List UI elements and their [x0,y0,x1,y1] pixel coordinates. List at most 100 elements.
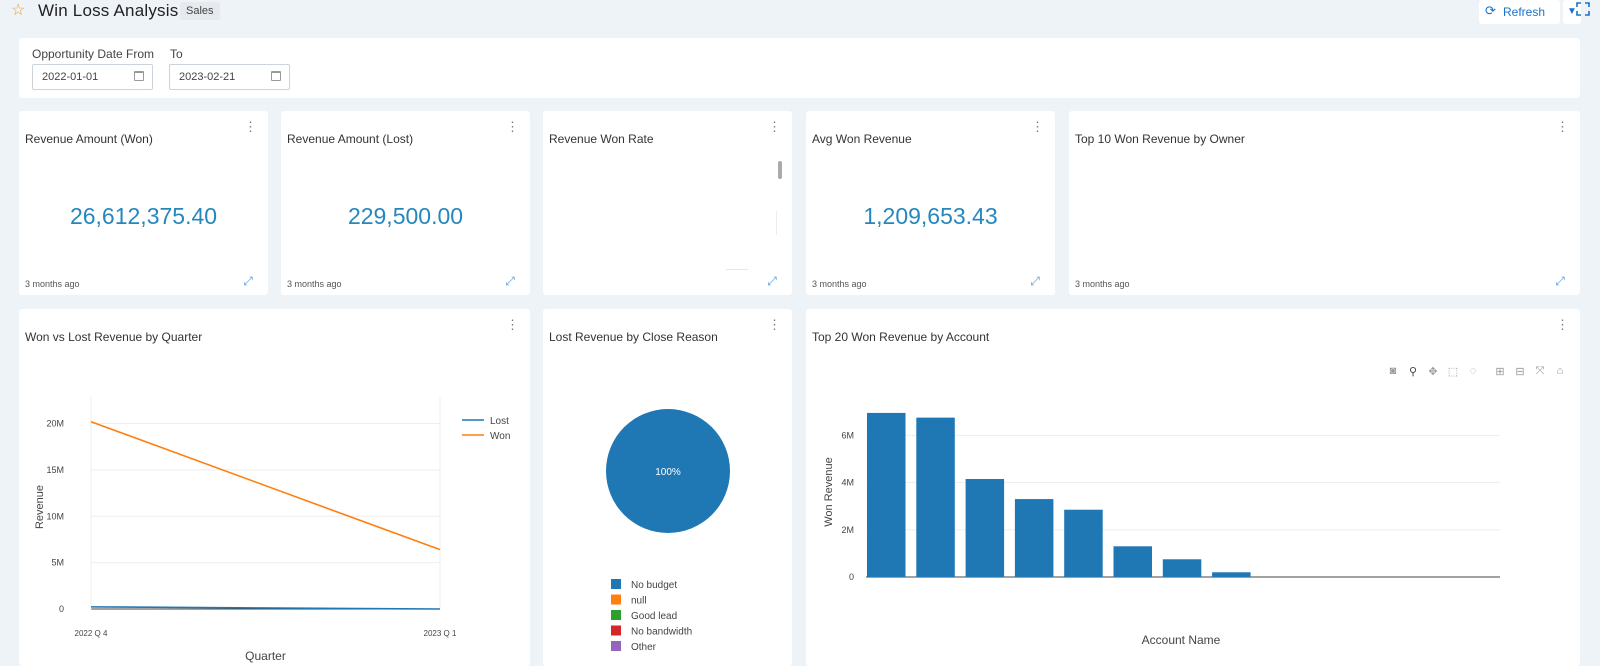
calendar-icon[interactable] [271,71,281,81]
reset-axes-icon[interactable]: ⌂ [1556,365,1564,377]
more-options-icon[interactable]: ⋮ [768,317,781,332]
line-chart[interactable]: 0 5M 10M 15M 20M 2022 Q 4 2023 Q 1 Quarter Reven… [19,309,530,666]
y-tick-label: 6M [841,430,854,440]
legend-label: No bandwidth [631,627,692,638]
legend-label: Good lead [631,611,677,622]
legend-label: Lost [490,416,509,427]
pie-chart-card: Lost Revenue by Close Reason ⋮ 100% No bu… [543,309,792,666]
y-tick-label: 0 [849,572,854,582]
bar [1014,499,1054,577]
legend-label: No budget [631,580,677,591]
legend-label: Other [631,642,657,653]
divider [776,211,777,235]
star-icon[interactable]: ☆ [11,2,26,19]
card-title: Lost Revenue by Close Reason [549,330,718,344]
y-axis-label: Won Revenue [823,457,835,527]
bar-chart[interactable]: 0 2M 4M 6M Won Revenue Account Name [806,309,1580,666]
more-options-icon[interactable]: ⋮ [244,119,257,134]
bar [1162,559,1202,577]
pan-icon[interactable]: ✥ [1428,366,1438,378]
expand-icon[interactable]: ⤢ [243,274,253,288]
scrollbar-thumb[interactable] [778,161,782,179]
refresh-label: Refresh [1503,5,1546,19]
pie-slice [606,409,730,533]
bar-chart-card: Top 20 Won Revenue by Account ⋮ ◙ ⚲ ✥ ⬚ … [806,309,1580,666]
more-options-icon[interactable]: ⋮ [1556,317,1569,332]
x-tick-label: 2023 Q 1 [424,629,457,638]
refresh-icon: ⟳ [1485,3,1496,18]
legend-swatch [611,594,621,605]
y-tick-label: 15M [46,465,64,475]
zoom-in-icon[interactable]: ⊞ [1495,366,1505,378]
date-from-value: 2022-01-01 [42,71,99,83]
expand-icon[interactable]: ⤢ [505,274,515,288]
box-select-icon[interactable]: ⬚ [1447,366,1459,378]
series-line-lost [90,606,441,610]
top-owners-card: Top 10 Won Revenue by Owner ⋮ 3 months a… [1069,111,1580,295]
legend-swatch [611,579,621,589]
last-updated: 3 months ago [25,279,80,289]
divider [726,269,748,270]
legend-swatch [611,641,621,651]
more-options-icon[interactable]: ⋮ [1556,119,1569,134]
more-options-icon[interactable]: ⋮ [506,119,519,134]
card-title: Revenue Won Rate [549,132,654,146]
category-tag[interactable]: Sales [180,2,220,20]
fullscreen-icon[interactable] [1573,2,1593,22]
date-from-input[interactable]: 2022-01-01 [32,64,153,90]
bar [965,479,1005,577]
pie-slice-label: 100% [655,467,681,478]
kpi-card-won-revenue: Revenue Amount (Won) ⋮ 26,612,375.40 3 m… [19,111,268,295]
dashboard-header: ☆ Win Loss Analysis Sales ⟳ Refresh ▼ [0,0,1600,24]
date-from-label: Opportunity Date From [32,47,155,61]
date-to-input[interactable]: 2023-02-21 [169,64,290,90]
date-to-label: To [170,47,183,61]
pie-chart[interactable]: 100% No budget null Good lead No bandwidth Ot… [543,309,792,666]
y-axis-label: Revenue [34,485,46,529]
more-options-icon[interactable]: ⋮ [1031,119,1044,134]
page-title: Win Loss Analysis [38,1,179,20]
kpi-value: 26,612,375.40 [69,203,218,229]
chevron-down-icon: ▼ [1567,6,1577,17]
line-chart-card: Won vs Lost Revenue by Quarter ⋮ 0 5M 10M 1… [19,309,530,666]
x-axis-label: Account Name [1142,633,1221,647]
autoscale-icon[interactable]: ⤧ [1535,365,1545,377]
camera-icon[interactable]: ◙ [1389,365,1397,377]
card-title: Revenue Amount (Won) [25,132,153,146]
y-tick-label: 20M [46,419,64,429]
x-axis-label: Quarter [245,649,286,663]
x-tick-label: 2022 Q 4 [75,629,108,638]
more-options-icon[interactable]: ⋮ [768,119,781,134]
bar [916,417,955,577]
refresh-button[interactable]: ⟳ Refresh [1479,0,1560,24]
expand-icon[interactable]: ⤢ [1555,274,1565,288]
legend-swatch [611,625,621,636]
card-title: Avg Won Revenue [812,132,912,146]
y-tick-label: 5M [51,558,64,568]
y-tick-label: 2M [841,525,854,535]
card-title: Revenue Amount (Lost) [287,132,414,146]
y-tick-label: 4M [841,478,854,488]
legend-swatch [611,610,621,620]
zoom-out-icon[interactable]: ⊟ [1515,366,1525,378]
kpi-card-won-rate: Revenue Won Rate ⋮ ⤢ [543,111,792,295]
bar [1064,509,1103,577]
legend-label: Won [490,431,510,442]
card-title: Top 20 Won Revenue by Account [812,330,990,344]
kpi-value: 229,500.00 [347,203,464,229]
fullscreen-glyph [1576,2,1590,16]
card-title: Top 10 Won Revenue by Owner [1075,132,1245,146]
last-updated: 3 months ago [287,279,342,289]
calendar-icon[interactable] [134,71,144,81]
legend-label: null [631,596,647,607]
bar [867,412,906,577]
kpi-value: 1,209,653.43 [863,203,998,229]
zoom-icon[interactable]: ⚲ [1408,366,1418,378]
lasso-select-icon[interactable]: ◌ [1469,365,1477,377]
bar [1113,546,1152,577]
expand-icon[interactable]: ⤢ [767,274,777,288]
more-options-icon[interactable]: ⋮ [506,317,519,332]
last-updated: 3 months ago [812,279,867,289]
expand-icon[interactable]: ⤢ [1030,274,1040,288]
series-line-won [90,420,441,551]
